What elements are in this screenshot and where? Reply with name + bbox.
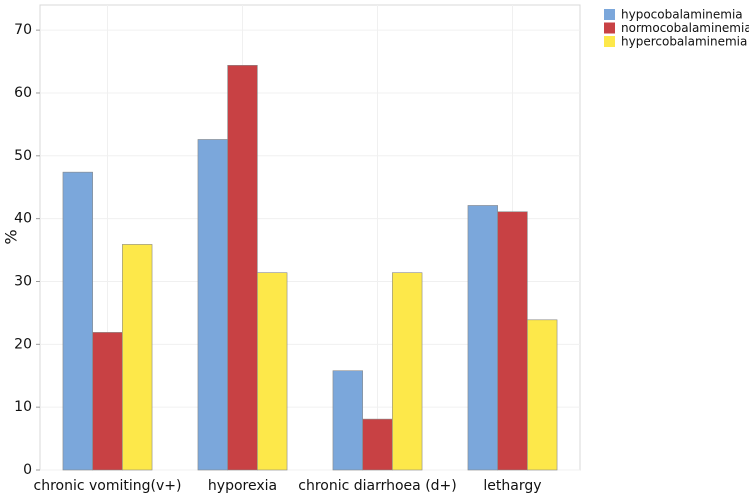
bar	[227, 65, 258, 471]
bar	[362, 418, 393, 471]
x-tick-label: chronic vomiting(v+)	[34, 478, 182, 494]
bar	[467, 205, 498, 471]
legend-swatch	[604, 22, 615, 34]
x-tick-label: hyporexia	[208, 478, 277, 494]
bar	[527, 319, 558, 471]
legend-swatch	[604, 36, 615, 47]
bar	[122, 244, 153, 471]
legend-label: hypocobalaminemia	[621, 8, 743, 22]
y-tick-label: 20	[14, 336, 32, 352]
legend-swatch	[604, 9, 615, 20]
y-tick-label: 10	[14, 399, 32, 415]
y-tick-label: 60	[14, 85, 32, 101]
bar	[332, 370, 363, 471]
y-tick-label: 0	[23, 462, 32, 478]
y-axis-label: %	[2, 229, 21, 244]
y-tick-label: 70	[14, 22, 32, 38]
bar	[497, 211, 528, 471]
bar	[392, 272, 423, 471]
bar	[62, 171, 93, 471]
legend-label: hypercobalaminemia	[621, 35, 747, 49]
y-tick-label: 50	[14, 148, 32, 164]
y-tick-label: 40	[14, 211, 32, 227]
x-tick-label: chronic diarrhoea (d+)	[298, 478, 457, 494]
bar	[197, 139, 228, 471]
y-tick-label: 30	[14, 273, 32, 289]
legend-label: normocobalaminemia	[621, 21, 749, 35]
bar	[92, 332, 123, 471]
bar	[257, 272, 288, 471]
x-tick-label: lethargy	[483, 478, 541, 494]
